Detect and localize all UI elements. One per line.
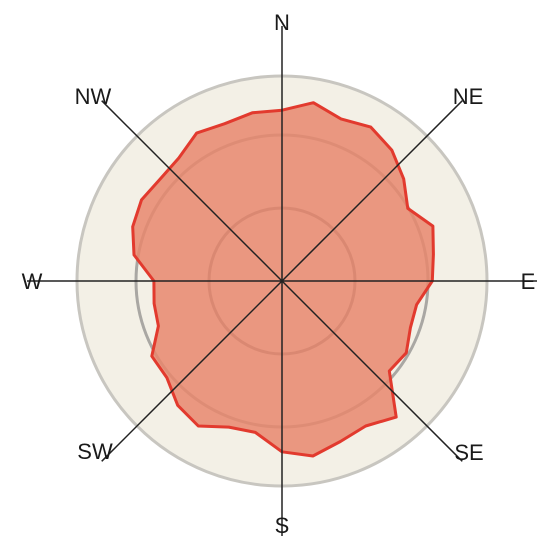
- data-point-8: [432, 253, 434, 255]
- spoke-nw: [101, 100, 283, 282]
- data-point-32: [178, 157, 180, 159]
- data-point-10: [416, 304, 418, 306]
- data-point-31: [159, 178, 161, 180]
- data-point-26: [153, 302, 155, 305]
- dir-label-sw: SW: [77, 439, 113, 464]
- spoke-se: [281, 280, 463, 462]
- data-point-33: [196, 132, 198, 134]
- dir-label-ne: NE: [453, 84, 484, 109]
- data-point-21: [197, 425, 199, 427]
- data-point-15: [365, 425, 367, 427]
- data-point-13: [388, 370, 390, 372]
- dir-label-e: E: [521, 269, 536, 294]
- dir-label-w: W: [22, 269, 43, 294]
- data-point-16: [339, 440, 341, 443]
- data-point-29: [132, 226, 134, 228]
- data-point-28: [133, 254, 135, 256]
- data-point-25: [157, 325, 159, 327]
- spoke-ne: [281, 100, 463, 282]
- data-point-6: [407, 207, 409, 209]
- spokes: [27, 26, 537, 536]
- data-point-30: [140, 199, 143, 201]
- data-point-1: [312, 102, 314, 104]
- data-point-20: [228, 426, 230, 428]
- dir-label-nw: NW: [75, 84, 112, 109]
- dir-label-n: N: [274, 10, 290, 35]
- data-point-24: [151, 355, 153, 357]
- data-point-12: [405, 352, 407, 354]
- data-point-4: [391, 149, 393, 151]
- data-point-19: [254, 431, 256, 433]
- dir-label-se: SE: [454, 440, 483, 465]
- data-point-35: [251, 112, 253, 114]
- data-point-3: [370, 126, 372, 128]
- data-point-11: [409, 327, 411, 329]
- data-point-23: [166, 377, 168, 379]
- data-point-17: [312, 455, 314, 457]
- spoke-sw: [101, 280, 283, 462]
- data-point-14: [395, 416, 397, 418]
- data-point-22: [177, 404, 179, 406]
- data-point-7: [432, 225, 434, 227]
- dir-label-s: S: [275, 513, 290, 538]
- data-point-5: [403, 178, 405, 180]
- data-point-34: [224, 123, 226, 125]
- data-point-2: [340, 118, 342, 120]
